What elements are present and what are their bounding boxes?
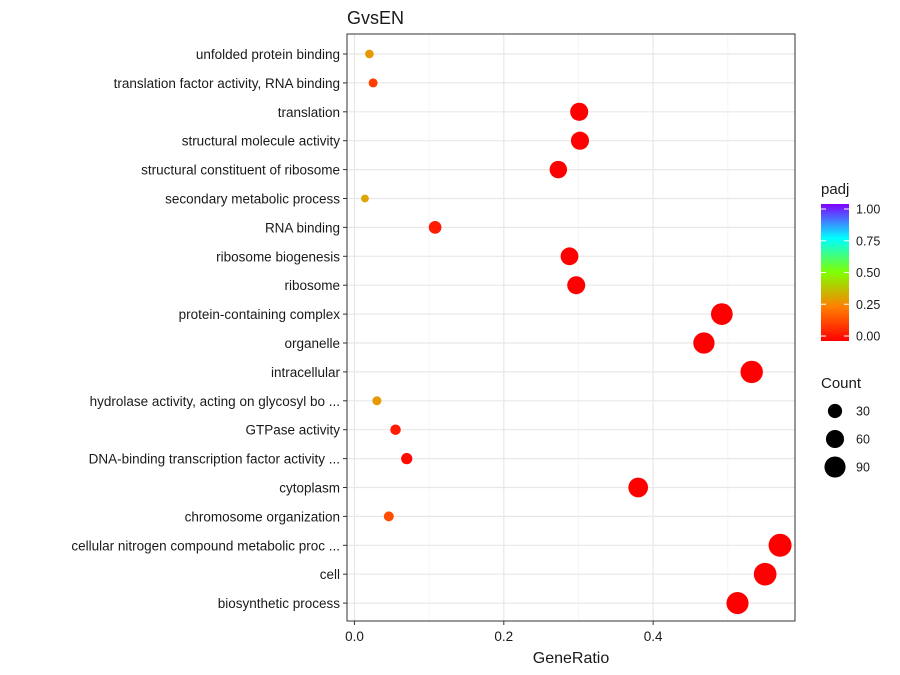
y-tick-label: structural constituent of ribosome [141, 163, 340, 178]
y-tick-label: structural molecule activity [182, 134, 341, 149]
data-points [361, 49, 792, 615]
data-point [567, 276, 586, 295]
x-tick-label: 0.0 [345, 629, 364, 644]
data-point [710, 303, 733, 325]
colorbar-tick-label: 0.50 [856, 266, 880, 280]
colorbar-tick-label: 0.75 [856, 234, 880, 248]
plot-panel-border [346, 33, 796, 622]
x-axis-title: GeneRatio [533, 650, 610, 667]
y-tick-label: ribosome [284, 278, 340, 293]
size-legend-key [824, 456, 846, 478]
data-point [549, 160, 568, 179]
y-tick-label: translation factor activity, RNA binding [114, 76, 340, 91]
data-point [401, 452, 413, 465]
y-tick-label: ribosome biogenesis [216, 249, 340, 264]
size-legend-label: 90 [856, 461, 870, 475]
data-point [428, 221, 442, 234]
x-axis: 0.0 0.2 0.4 [345, 621, 663, 644]
y-tick-label: cell [320, 567, 340, 582]
data-point [726, 592, 749, 615]
y-tick-label: biosynthetic process [218, 596, 341, 611]
y-tick-label: RNA binding [265, 220, 340, 235]
data-point [570, 131, 590, 150]
data-point [570, 102, 589, 121]
size-legend-label: 30 [856, 405, 870, 419]
data-point [372, 396, 382, 406]
size-legend-key [827, 403, 843, 419]
grid-lines [347, 34, 795, 621]
size-legend-key [825, 429, 845, 449]
colorbar-tick-label: 0.00 [856, 330, 880, 344]
y-tick-label: DNA-binding transcription factor activit… [89, 452, 340, 467]
y-tick-label: protein-containing complex [179, 307, 341, 322]
data-point [365, 49, 374, 59]
colorbar-tick-label: 1.00 [856, 203, 880, 217]
x-tick-label: 0.2 [494, 629, 513, 644]
y-tick-label: cellular nitrogen compound metabolic pro… [71, 538, 340, 553]
y-tick-label: organelle [284, 336, 340, 351]
data-point [383, 511, 394, 522]
y-tick-label: GTPase activity [245, 423, 340, 438]
size-legend-label: 60 [856, 433, 870, 447]
y-tick-label: intracellular [271, 365, 341, 380]
data-point [740, 360, 763, 384]
y-tick-label: chromosome organization [185, 509, 340, 524]
data-point [768, 533, 792, 557]
y-tick-label: translation [278, 105, 340, 120]
count-legend-title: Count [821, 375, 862, 392]
x-tick-label: 0.4 [644, 629, 663, 644]
data-point [361, 194, 369, 203]
data-point [753, 562, 777, 586]
y-axis: unfolded protein binding translation fact… [71, 47, 347, 611]
chart-title: GvsEN [347, 8, 404, 28]
y-tick-label: unfolded protein binding [196, 47, 340, 62]
data-point [390, 424, 401, 435]
data-point [560, 247, 579, 266]
count-size-legend: Count 30 60 90 [821, 375, 870, 478]
data-point [693, 332, 715, 354]
y-tick-label: hydrolase activity, acting on glycosyl b… [90, 394, 340, 409]
y-tick-label: cytoplasm [279, 481, 340, 496]
padj-color-legend: padj 1.00 0.75 0.50 0.25 0.00 [821, 181, 880, 344]
padj-legend-title: padj [821, 181, 849, 198]
data-point [368, 78, 378, 88]
data-point [628, 477, 649, 498]
colorbar-tick-label: 0.25 [856, 298, 880, 312]
y-tick-label: secondary metabolic process [165, 192, 340, 207]
